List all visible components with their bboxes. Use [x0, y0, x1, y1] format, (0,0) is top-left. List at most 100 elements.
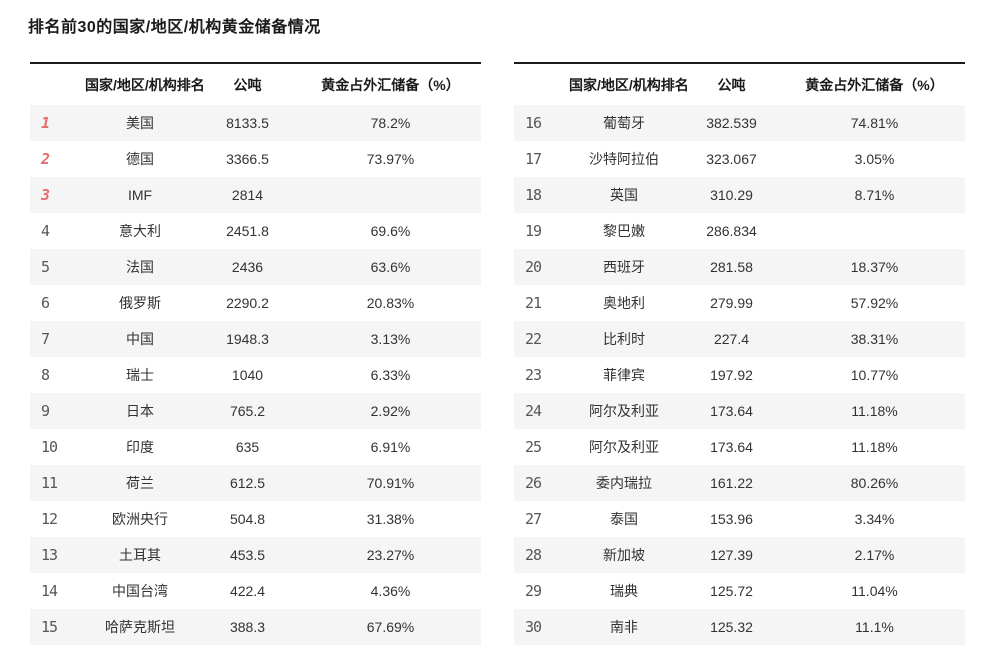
- percent-cell: 4.36%: [370, 583, 411, 599]
- country-cell: 哈萨克斯坦: [105, 619, 175, 635]
- table-row: 11 荷兰 612.5 70.91%: [30, 465, 481, 501]
- rank-cell: 27: [525, 510, 542, 528]
- percent-cell: 23.27%: [366, 547, 415, 563]
- tonnes-cell: 504.8: [229, 511, 266, 527]
- percent-cell: 73.97%: [366, 151, 415, 167]
- tonnes-cell: 635: [235, 439, 260, 455]
- country-cell: 西班牙: [603, 259, 645, 275]
- country-cell: 奥地利: [603, 295, 645, 311]
- percent-cell: 38.31%: [850, 331, 899, 347]
- country-cell: 阿尔及利亚: [589, 439, 659, 455]
- tonnes-cell: 227.4: [713, 331, 750, 347]
- tonnes-cell: 2451.8: [226, 223, 269, 239]
- rank-cell: 6: [41, 294, 50, 312]
- table-row: 7 中国 1948.3 3.13%: [30, 321, 481, 357]
- tonnes-cell: 422.4: [229, 583, 266, 599]
- table-row: 9 日本 765.2 2.92%: [30, 393, 481, 429]
- table-row: 27 泰国 153.96 3.34%: [514, 501, 965, 537]
- rank-cell: 15: [41, 618, 58, 636]
- tonnes-column-header: 公吨: [195, 63, 300, 105]
- tonnes-cell: 173.64: [710, 403, 753, 419]
- table-row: 26 委内瑞拉 161.22 80.26%: [514, 465, 965, 501]
- table-row: 1 美国 8133.5 78.2%: [30, 105, 481, 141]
- table-row: 30 南非 125.32 11.1%: [514, 609, 965, 645]
- table-row: 3 IMF 2814: [30, 177, 481, 213]
- tonnes-cell: 612.5: [229, 475, 266, 491]
- table-row: 6 俄罗斯 2290.2 20.83%: [30, 285, 481, 321]
- rank-cell: 11: [41, 474, 58, 492]
- tonnes-cell: 3366.5: [226, 151, 269, 167]
- table-row: 29 瑞典 125.72 11.04%: [514, 573, 965, 609]
- table-row: 8 瑞士 1040 6.33%: [30, 357, 481, 393]
- rank-cell: 29: [525, 582, 542, 600]
- tonnes-column-header: 公吨: [679, 63, 784, 105]
- country-cell: 委内瑞拉: [596, 475, 652, 491]
- rank-column-header: [514, 63, 569, 105]
- rank-cell: 21: [525, 294, 542, 312]
- country-column-header: 国家/地区/机构排名: [85, 63, 205, 105]
- percent-cell: 11.04%: [851, 583, 898, 599]
- country-cell: 瑞典: [610, 583, 638, 599]
- table-row: 22 比利时 227.4 38.31%: [514, 321, 965, 357]
- percent-cell: 63.6%: [370, 259, 411, 275]
- country-cell: 黎巴嫩: [603, 223, 645, 239]
- tonnes-cell: 2290.2: [226, 295, 269, 311]
- country-cell: 俄罗斯: [119, 295, 161, 311]
- country-cell: 荷兰: [126, 475, 154, 491]
- rank-cell: 7: [41, 330, 50, 348]
- country-cell: 新加坡: [603, 547, 645, 563]
- country-cell: 印度: [126, 439, 154, 455]
- tonnes-cell: 382.539: [706, 115, 757, 131]
- table-row: 21 奥地利 279.99 57.92%: [514, 285, 965, 321]
- tonnes-cell: 161.22: [710, 475, 753, 491]
- percent-cell: 2.17%: [854, 547, 895, 563]
- tonnes-cell: 127.39: [710, 547, 753, 563]
- tonnes-cell: 310.29: [710, 187, 753, 203]
- table-row: 28 新加坡 127.39 2.17%: [514, 537, 965, 573]
- tables-container: 国家/地区/机构排名 公吨 黄金占外汇储备（%） 1 美国 8133.5 78.2% 2…: [30, 62, 989, 645]
- percent-cell: 11.1%: [855, 619, 894, 635]
- percent-cell: 3.34%: [854, 511, 895, 527]
- tonnes-cell: 765.2: [229, 403, 266, 419]
- tonnes-cell: 125.32: [710, 619, 753, 635]
- rank-cell: 25: [525, 438, 542, 456]
- tonnes-cell: 2436: [231, 259, 264, 275]
- table-row: 13 土耳其 453.5 23.27%: [30, 537, 481, 573]
- gold-reserves-table-left: 国家/地区/机构排名 公吨 黄金占外汇储备（%） 1 美国 8133.5 78.2% 2…: [30, 62, 481, 645]
- page-title: 排名前30的国家/地区/机构黄金储备情况: [28, 19, 321, 36]
- rank-cell: 1: [41, 114, 50, 132]
- percent-cell: 78.2%: [370, 115, 411, 131]
- gold-reserves-table-right: 国家/地区/机构排名 公吨 黄金占外汇储备（%） 16 葡萄牙 382.539 74.…: [514, 62, 965, 645]
- table-row: 24 阿尔及利亚 173.64 11.18%: [514, 393, 965, 429]
- tonnes-cell: 8133.5: [226, 115, 269, 131]
- table-body-left: 1 美国 8133.5 78.2% 2 德国 3366.5 73.97% 3 IMF 2814 4 意大…: [30, 105, 481, 645]
- rank-cell: 19: [525, 222, 542, 240]
- rank-cell: 20: [525, 258, 542, 276]
- tonnes-cell: 1948.3: [226, 331, 269, 347]
- country-cell: 日本: [126, 403, 154, 419]
- percent-cell: [300, 177, 481, 213]
- country-cell: 比利时: [603, 331, 645, 347]
- rank-cell: 22: [525, 330, 542, 348]
- table-row: 2 德国 3366.5 73.97%: [30, 141, 481, 177]
- rank-cell: 18: [525, 186, 542, 204]
- table-row: 12 欧洲央行 504.8 31.38%: [30, 501, 481, 537]
- table-body-right: 16 葡萄牙 382.539 74.81% 17 沙特阿拉伯 323.067 3.05% 18 英…: [514, 105, 965, 645]
- table-header-row: 国家/地区/机构排名 公吨 黄金占外汇储备（%）: [514, 63, 965, 105]
- table-row: 23 菲律宾 197.92 10.77%: [514, 357, 965, 393]
- percent-cell: 67.69%: [366, 619, 415, 635]
- percent-column-header: 黄金占外汇储备（%）: [300, 63, 481, 105]
- country-cell: 意大利: [119, 223, 161, 239]
- rank-cell: 9: [41, 402, 50, 420]
- table-row: 16 葡萄牙 382.539 74.81%: [514, 105, 965, 141]
- country-cell: 法国: [126, 259, 154, 275]
- rank-cell: 3: [41, 186, 50, 204]
- rank-cell: 23: [525, 366, 542, 384]
- tonnes-cell: 2814: [231, 187, 264, 203]
- tonnes-cell: 279.99: [710, 295, 753, 311]
- rank-cell: 12: [41, 510, 58, 528]
- country-cell: 土耳其: [119, 547, 161, 563]
- tonnes-cell: 197.92: [710, 367, 753, 383]
- table-row: 18 英国 310.29 8.71%: [514, 177, 965, 213]
- country-cell: 沙特阿拉伯: [589, 151, 659, 167]
